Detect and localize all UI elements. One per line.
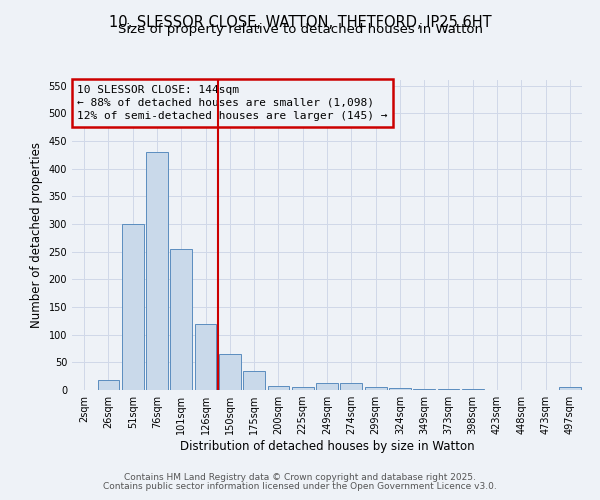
Bar: [122, 224, 143, 390]
Bar: [146, 152, 168, 390]
Bar: [170, 249, 192, 390]
Y-axis label: Number of detached properties: Number of detached properties: [30, 142, 43, 328]
Bar: [194, 324, 217, 390]
Bar: [559, 387, 581, 390]
X-axis label: Distribution of detached houses by size in Watton: Distribution of detached houses by size …: [179, 440, 475, 453]
Bar: [268, 386, 289, 390]
Text: 10, SLESSOR CLOSE, WATTON, THETFORD, IP25 6HT: 10, SLESSOR CLOSE, WATTON, THETFORD, IP2…: [109, 15, 491, 30]
Bar: [219, 354, 241, 390]
Bar: [340, 384, 362, 390]
Text: Size of property relative to detached houses in Watton: Size of property relative to detached ho…: [118, 22, 482, 36]
Bar: [292, 387, 314, 390]
Bar: [97, 380, 119, 390]
Text: Contains HM Land Registry data © Crown copyright and database right 2025.: Contains HM Land Registry data © Crown c…: [124, 474, 476, 482]
Bar: [243, 370, 265, 390]
Bar: [365, 387, 386, 390]
Text: 10 SLESSOR CLOSE: 144sqm
← 88% of detached houses are smaller (1,098)
12% of sem: 10 SLESSOR CLOSE: 144sqm ← 88% of detach…: [77, 84, 388, 121]
Bar: [389, 388, 411, 390]
Text: Contains public sector information licensed under the Open Government Licence v3: Contains public sector information licen…: [103, 482, 497, 491]
Bar: [316, 384, 338, 390]
